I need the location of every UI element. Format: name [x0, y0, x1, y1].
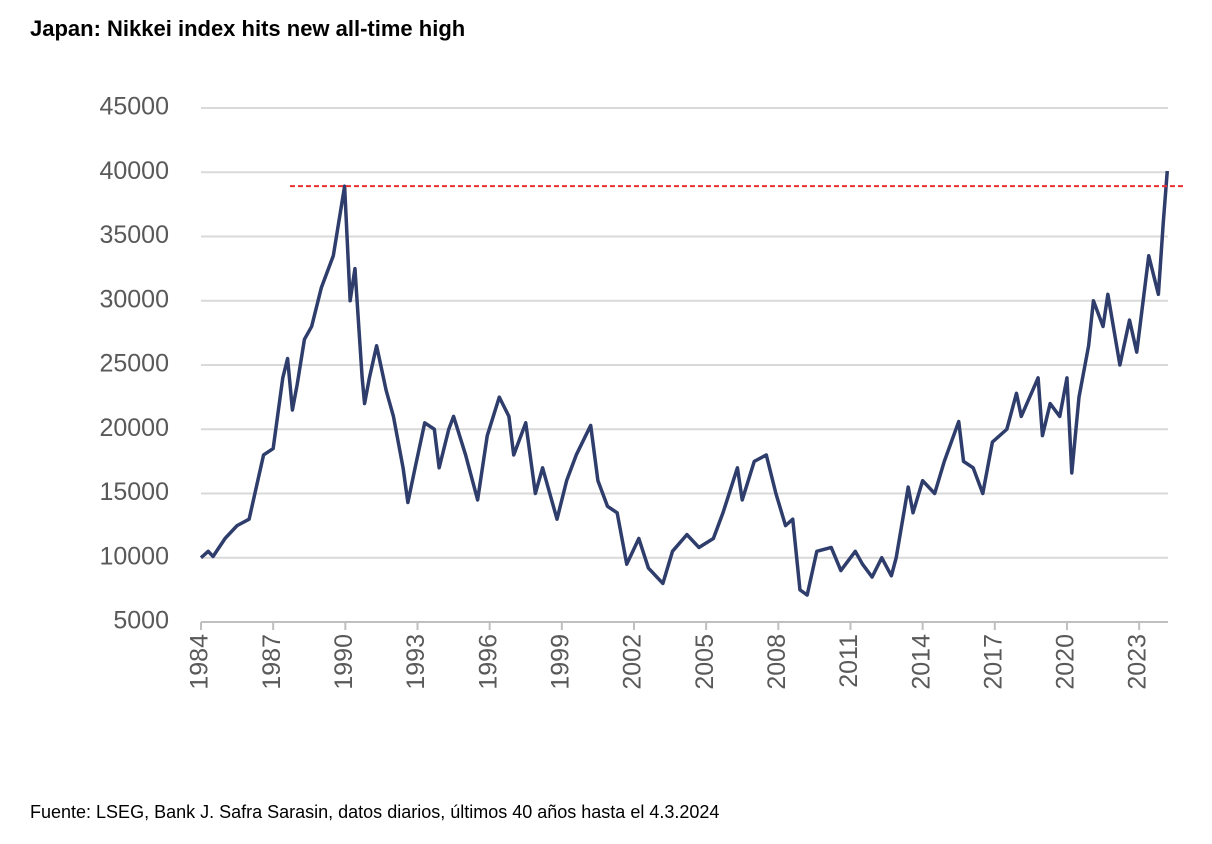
y-tick-label: 45000 [99, 93, 169, 121]
y-tick-label: 35000 [99, 221, 169, 249]
x-tick-label: 2005 [691, 634, 719, 690]
x-tick-label: 1996 [474, 634, 502, 690]
y-tick-label: 15000 [99, 478, 169, 506]
y-tick-label: 40000 [99, 157, 169, 185]
x-tick-label: 2011 [835, 634, 863, 688]
x-tick-label: 1990 [330, 634, 358, 690]
x-tick-label: 1999 [546, 634, 574, 690]
footnote: Fuente: LSEG, Bank J. Safra Sarasin, dat… [30, 802, 719, 822]
x-tick-label: 1987 [258, 634, 286, 690]
x-tick-label: 2023 [1124, 634, 1152, 690]
x-tick-label: 2020 [1052, 634, 1080, 690]
x-tick-label: 2017 [979, 634, 1007, 690]
y-tick-label: 10000 [99, 542, 169, 570]
x-tick-label: 2008 [763, 634, 791, 690]
line [199, 170, 1170, 597]
x-tick-label: 2014 [907, 634, 935, 690]
y-tick-label: 5000 [113, 607, 169, 635]
chart-title: Japan: Nikkei index hits new all-time hi… [30, 16, 465, 41]
y-tick-label: 20000 [99, 414, 169, 442]
x-tick-label: 1993 [402, 634, 430, 690]
x-tick-label: 1984 [186, 634, 214, 690]
y-tick-label: 30000 [99, 285, 169, 313]
x-tick-label: 2002 [619, 634, 647, 690]
y-tick-label: 25000 [99, 350, 169, 378]
